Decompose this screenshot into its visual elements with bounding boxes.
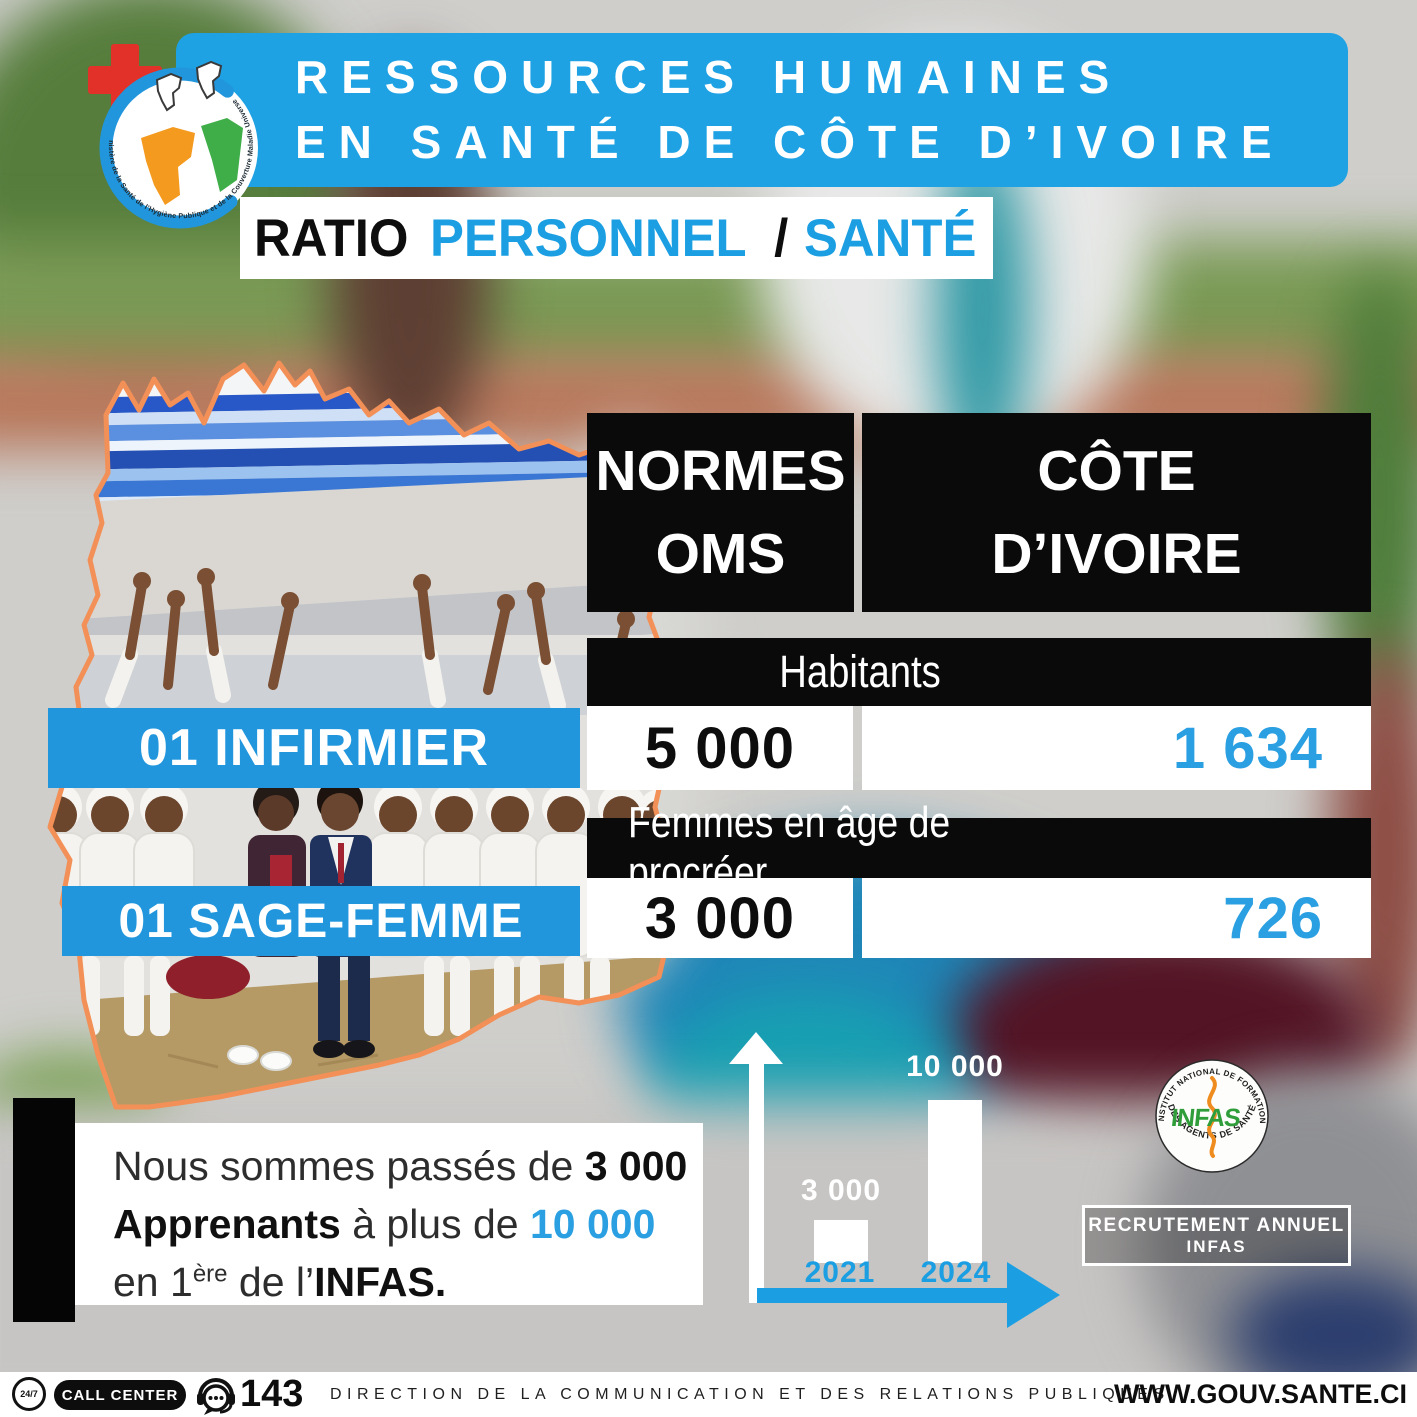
title-banner: RESSOURCES HUMAINES EN SANTÉ DE CÔTE D’I… xyxy=(176,33,1348,187)
table-header-oms-line1: NORMES xyxy=(595,438,846,503)
footer-direction-text: DIRECTION DE LA COMMUNICATION ET DES REL… xyxy=(330,1386,1170,1403)
chart-year-2024: 2024 xyxy=(920,1256,992,1289)
chart-bar-2021 xyxy=(814,1220,868,1263)
metric-bar-femmes xyxy=(587,818,1371,878)
call-center-number: 143 xyxy=(240,1373,304,1415)
chart-y-axis-arrowhead xyxy=(729,1032,783,1064)
chart-x-axis xyxy=(757,1288,1009,1303)
infas-ribbon-icon xyxy=(1207,1076,1217,1158)
subtitle-sante-word: SANTÉ xyxy=(803,208,977,268)
table-header-ci-line2: D’IVOIRE xyxy=(991,521,1242,586)
footer-website: WWW.GOUV.SANTE.CI xyxy=(1113,1379,1407,1409)
row-label-sage-femme: 01 SAGE-FEMME xyxy=(62,886,580,956)
subtitle-slash: / xyxy=(759,208,802,268)
call-center-label: CALL CENTER xyxy=(61,1386,179,1404)
note-bold-apprenants: Apprenants xyxy=(113,1201,341,1248)
table-header-ci: CÔTE D’IVOIRE xyxy=(862,413,1371,612)
map-outline xyxy=(47,360,671,1110)
recruitment-box: RECRUTEMENT ANNUEL INFAS xyxy=(1082,1205,1351,1266)
note-sup-ere: ère xyxy=(192,1260,228,1288)
cell-ci-femmes: 726 xyxy=(862,878,1371,958)
24-7-label: 24/7 xyxy=(20,1389,38,1399)
subtitle-ratio-word: RATIO xyxy=(254,208,423,268)
chart-value-2021: 3 000 xyxy=(800,1174,882,1207)
table-header-oms-line2: OMS xyxy=(655,521,786,586)
note-text-4: de l’ xyxy=(227,1259,315,1306)
cell-oms-habitants: 5 000 xyxy=(587,706,853,790)
note-blue-10000: 10 000 xyxy=(530,1201,656,1248)
note-bold-3000: 3 000 xyxy=(584,1143,688,1189)
metric-label-femmes: Femmes en âge de procréer xyxy=(627,798,951,897)
title-line1: RESSOURCES HUMAINES xyxy=(295,50,1123,103)
footer-bar xyxy=(0,1372,1417,1417)
infas-acronym: INFAS xyxy=(1170,1104,1242,1132)
cell-oms-femmes: 3 000 xyxy=(587,878,853,958)
note-text-2: à plus de xyxy=(340,1201,530,1248)
subtitle-personnel-word: PERSONNEL xyxy=(429,208,747,268)
chart-year-2021: 2021 xyxy=(804,1256,876,1289)
metric-bar-habitants xyxy=(587,638,1371,706)
chart-y-axis xyxy=(749,1060,764,1303)
chart-value-2024: 10 000 xyxy=(906,1050,1004,1083)
table-header-ci-line1: CÔTE xyxy=(1037,438,1196,503)
table-header-oms: NORMES OMS xyxy=(587,413,854,612)
cell-ci-habitants: 1 634 xyxy=(862,706,1371,790)
ministry-logo: Ministère de la Santé de l’Hygiène Publi… xyxy=(85,38,261,229)
recruitment-line2: INFAS xyxy=(1186,1236,1247,1256)
note-text-1: Nous sommes passés de xyxy=(113,1143,585,1189)
recruitment-line1: RECRUTEMENT ANNUEL xyxy=(1088,1214,1345,1236)
note-box: Nous sommes passés de 3 000 Apprenants à… xyxy=(75,1123,703,1305)
metric-label-habitants: Habitants xyxy=(779,646,941,697)
chart-x-axis-arrowhead xyxy=(1007,1262,1060,1328)
note-accent-bar xyxy=(13,1098,75,1322)
subtitle-ratio: RATIO PERSONNEL / SANTÉ xyxy=(240,197,993,279)
row-label-infirmier: 01 INFIRMIER xyxy=(48,708,580,788)
note-bold-infas: INFAS. xyxy=(314,1259,447,1306)
headset-chat-icon xyxy=(197,1378,235,1415)
infas-logo: INSTITUT NATIONAL DE FORMATION DES AGENT… xyxy=(1150,1056,1269,1173)
call-center-badge: CALL CENTER xyxy=(54,1380,186,1410)
note-text-3: en 1 xyxy=(113,1259,193,1306)
24-7-icon: 24/7 xyxy=(12,1377,46,1411)
title-line2: EN SANTÉ DE CÔTE D’IVOIRE xyxy=(295,116,1285,168)
chart-bar-2024 xyxy=(928,1100,982,1263)
